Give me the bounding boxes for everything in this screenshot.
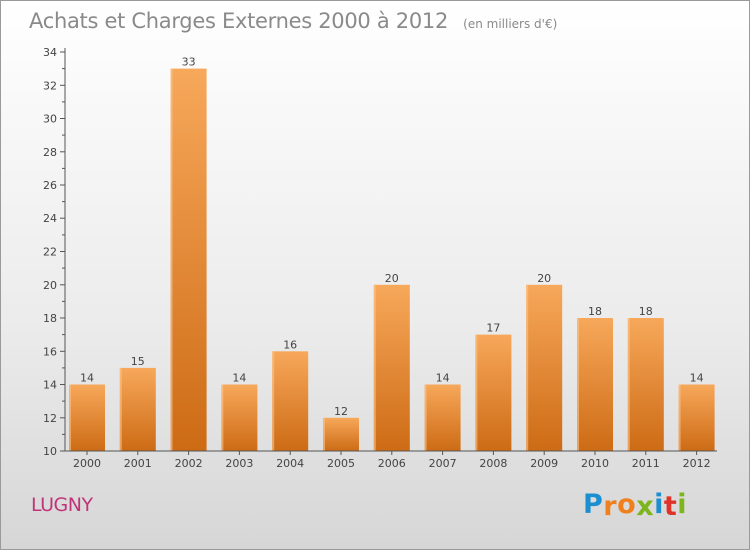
bar-2012 bbox=[678, 384, 715, 451]
x-tick-label-2003: 2003 bbox=[225, 457, 253, 470]
y-tick-label-26: 26 bbox=[43, 179, 57, 192]
logo-letter: i bbox=[654, 489, 664, 520]
logo-letter: P bbox=[583, 489, 604, 520]
chart-title: Achats et Charges Externes 2000 à 2012 bbox=[29, 9, 449, 33]
x-tick-label-2001: 2001 bbox=[124, 457, 152, 470]
bar-highlight-2001 bbox=[119, 367, 122, 451]
data-label-2000: 14 bbox=[80, 372, 94, 385]
logo-letter: o bbox=[617, 489, 637, 520]
data-label-2008: 17 bbox=[486, 322, 500, 335]
bar-2005 bbox=[323, 417, 359, 452]
x-tick-label-2006: 2006 bbox=[378, 457, 406, 470]
bar-highlight-2002 bbox=[170, 68, 173, 451]
y-tick-label-14: 14 bbox=[43, 379, 57, 392]
x-tick-label-2007: 2007 bbox=[429, 457, 457, 470]
bar-2001 bbox=[119, 367, 156, 451]
data-label-2005: 12 bbox=[334, 405, 348, 418]
bar-highlight-2009 bbox=[526, 284, 529, 452]
data-label-2011: 18 bbox=[639, 305, 653, 318]
logo-letter: x bbox=[636, 491, 655, 522]
y-tick-label-22: 22 bbox=[43, 246, 57, 259]
data-label-2009: 20 bbox=[537, 272, 551, 285]
bar-highlight-2010 bbox=[577, 318, 579, 451]
bar-2006 bbox=[373, 284, 410, 452]
bar-highlight-2008 bbox=[475, 334, 478, 451]
bar-highlight-2011 bbox=[627, 318, 630, 451]
proxiti-logo: Proxiti bbox=[583, 489, 688, 522]
bar-2002 bbox=[170, 68, 207, 451]
bar-highlight-2012 bbox=[678, 384, 681, 451]
data-label-2003: 14 bbox=[232, 372, 246, 385]
x-tick-label-2009: 2009 bbox=[530, 457, 558, 470]
data-label-2004: 16 bbox=[283, 338, 297, 351]
logo-letter: i bbox=[677, 489, 688, 520]
x-tick-label-2000: 2000 bbox=[73, 457, 101, 470]
bar-highlight-2006 bbox=[373, 284, 376, 452]
bar-2008 bbox=[475, 334, 512, 451]
y-tick-label-34: 34 bbox=[43, 46, 57, 59]
x-tick-label-2012: 2012 bbox=[683, 457, 711, 470]
y-tick-label-32: 32 bbox=[43, 79, 57, 92]
x-tick-label-2002: 2002 bbox=[175, 457, 203, 470]
y-tick-label-10: 10 bbox=[43, 445, 57, 458]
chart-subtitle: (en milliers d'€) bbox=[463, 17, 558, 31]
data-label-2012: 14 bbox=[690, 372, 704, 385]
title-row: Achats et Charges Externes 2000 à 2012 (… bbox=[29, 9, 557, 33]
data-label-2001: 15 bbox=[131, 355, 145, 368]
x-tick-label-2008: 2008 bbox=[479, 457, 507, 470]
y-tick-label-18: 18 bbox=[43, 312, 57, 325]
bar-2007 bbox=[424, 384, 461, 451]
bar-highlight-2005 bbox=[323, 417, 325, 452]
bar-2011 bbox=[627, 318, 664, 451]
commune-name: LUGNY bbox=[31, 494, 93, 516]
data-label-2010: 18 bbox=[588, 305, 602, 318]
bar-2010 bbox=[577, 318, 613, 451]
y-tick-label-12: 12 bbox=[43, 412, 57, 425]
bar-highlight-2004 bbox=[272, 351, 275, 452]
x-tick-label-2011: 2011 bbox=[632, 457, 660, 470]
y-tick-label-20: 20 bbox=[43, 279, 57, 292]
x-tick-label-2010: 2010 bbox=[581, 457, 609, 470]
bar-2003 bbox=[221, 384, 258, 451]
bar-2009 bbox=[526, 284, 563, 452]
bar-2004 bbox=[272, 351, 309, 452]
x-tick-label-2004: 2004 bbox=[276, 457, 304, 470]
data-label-2006: 20 bbox=[385, 272, 399, 285]
data-label-2007: 14 bbox=[436, 372, 450, 385]
y-tick-label-16: 16 bbox=[43, 345, 57, 358]
y-tick-label-30: 30 bbox=[43, 113, 57, 126]
logo-letter: r bbox=[603, 491, 618, 522]
y-tick-label-28: 28 bbox=[43, 146, 57, 159]
bar-highlight-2000 bbox=[69, 384, 71, 451]
x-tick-label-2005: 2005 bbox=[327, 457, 355, 470]
y-tick-label-24: 24 bbox=[43, 212, 57, 225]
data-label-2002: 33 bbox=[182, 56, 196, 69]
bar-2000 bbox=[69, 384, 105, 451]
bar-highlight-2003 bbox=[221, 384, 224, 451]
bar-highlight-2007 bbox=[424, 384, 427, 451]
logo-letter: t bbox=[663, 491, 678, 522]
